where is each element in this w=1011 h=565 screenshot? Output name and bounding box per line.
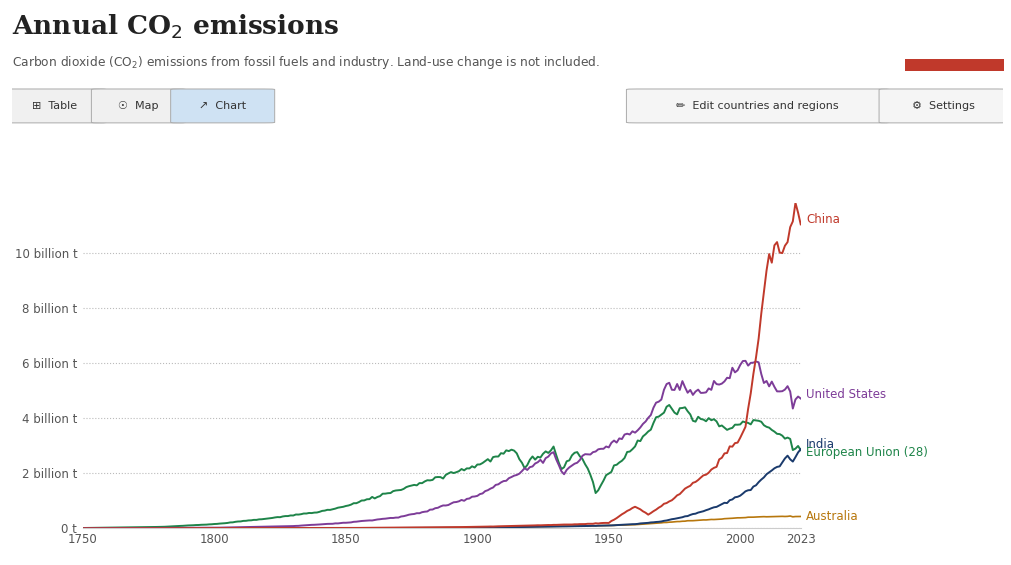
Text: ✏  Edit countries and regions: ✏ Edit countries and regions (676, 101, 839, 111)
Text: ↗  Chart: ↗ Chart (199, 101, 247, 111)
Text: Australia: Australia (806, 510, 858, 523)
FancyBboxPatch shape (905, 59, 1004, 71)
Text: Carbon dioxide (CO$_2$) emissions from fossil fuels and industry. Land-use chang: Carbon dioxide (CO$_2$) emissions from f… (12, 54, 601, 71)
FancyBboxPatch shape (171, 89, 275, 123)
Text: ☉  Map: ☉ Map (118, 101, 159, 111)
FancyBboxPatch shape (91, 89, 186, 123)
FancyBboxPatch shape (627, 89, 889, 123)
Text: China: China (806, 214, 840, 227)
Text: Our World: Our World (921, 18, 988, 31)
FancyBboxPatch shape (880, 89, 1008, 123)
Text: India: India (806, 438, 835, 451)
Text: European Union (28): European Union (28) (806, 446, 928, 459)
Text: United States: United States (806, 388, 886, 401)
FancyBboxPatch shape (2, 89, 106, 123)
Text: in Data: in Data (930, 40, 979, 53)
Text: ⚙  Settings: ⚙ Settings (912, 101, 975, 111)
Text: Annual CO$_2$ emissions: Annual CO$_2$ emissions (12, 12, 340, 41)
Text: ⊞  Table: ⊞ Table (31, 101, 77, 111)
